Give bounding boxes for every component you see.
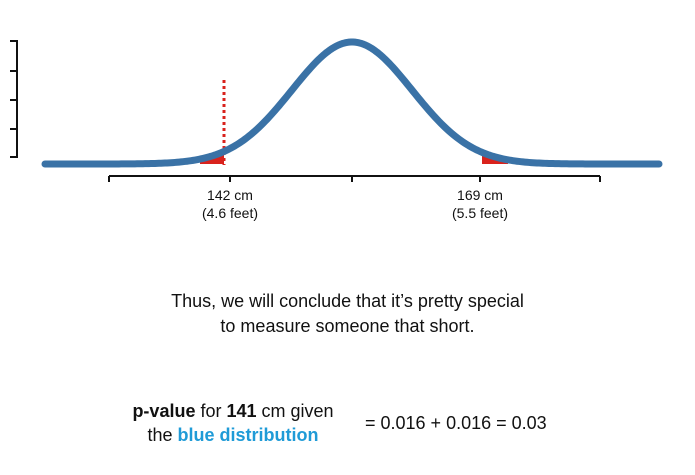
normal-distribution-figure — [10, 38, 663, 182]
pvalue-label-line-2: the blue distribution — [100, 423, 366, 447]
tick-label-value: 142 cm — [207, 187, 253, 203]
tick-label-feet: (4.6 feet) — [201, 205, 259, 221]
pvalue-for-text: for — [195, 401, 227, 421]
tick-label-value: 169 cm — [457, 187, 503, 203]
pvalue-equation: = 0.016 + 0.016 = 0.03 — [365, 413, 547, 433]
conclusion-text: Thus, we will conclude that it’s pretty … — [0, 289, 695, 339]
pvalue-label: p-value for 141 cm given the blue distri… — [100, 399, 366, 447]
pvalue-the-text: the — [147, 425, 178, 445]
tick-label-feet: (5.5 feet) — [451, 205, 509, 221]
pvalue-given-text: cm given — [256, 401, 334, 421]
tick-label-169: 169 cm (5.5 feet) — [440, 186, 520, 222]
blue-distribution-curve — [41, 38, 663, 168]
pvalue-term: p-value — [132, 401, 196, 421]
x-axis — [108, 175, 601, 182]
conclusion-line-1: Thus, we will conclude that it’s pretty … — [171, 291, 524, 311]
conclusion-line-2: to measure someone that short. — [220, 316, 475, 336]
y-axis-bracket — [10, 40, 18, 158]
pvalue-statement: p-value for 141 cm given the blue distri… — [100, 399, 620, 459]
pvalue-observed-value: 141 — [226, 401, 257, 421]
tick-label-142: 142 cm (4.6 feet) — [190, 186, 270, 222]
blue-distribution-label: blue distribution — [177, 425, 319, 445]
pvalue-label-line-1: p-value for 141 cm given — [100, 399, 366, 423]
